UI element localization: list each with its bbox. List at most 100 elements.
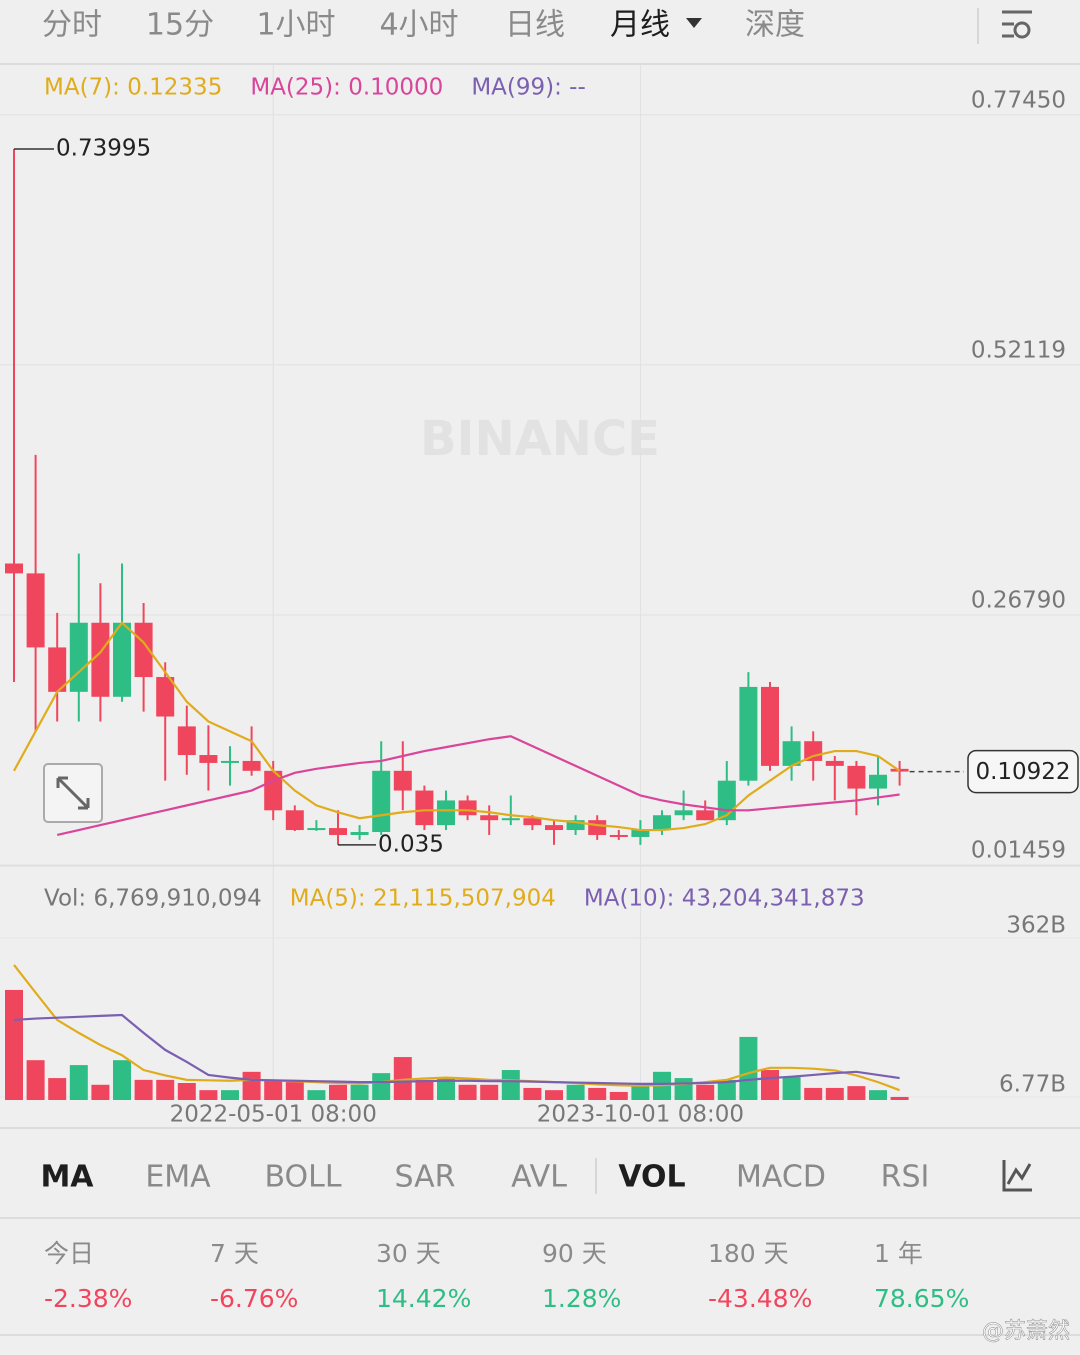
candle-body: [739, 686, 758, 781]
candle-body: [264, 770, 283, 811]
volume-bar: [242, 1071, 261, 1100]
candle-body: [26, 573, 45, 648]
current-price: 0.10922: [975, 759, 1070, 785]
indicator-tab[interactable]: RSI: [881, 1160, 930, 1195]
low-annotation: 0.035: [378, 831, 444, 857]
timeframe-tab[interactable]: 日线: [505, 8, 565, 43]
timeframe-tab[interactable]: 15分: [146, 8, 214, 43]
legend-entry: MA(5): 21,115,507,904: [290, 886, 556, 912]
candle-body: [437, 800, 455, 826]
candle-body: [782, 741, 801, 766]
candle-body: [869, 774, 887, 789]
candle-body: [307, 828, 326, 831]
indicator-tab[interactable]: EMA: [145, 1160, 211, 1195]
volume-bar: [696, 1084, 715, 1100]
volume-bar: [566, 1084, 585, 1100]
period-change: 1.28%: [542, 1284, 621, 1313]
volume-bar: [199, 1090, 218, 1100]
settings-icon[interactable]: [1002, 10, 1032, 39]
volume-bar: [393, 1057, 412, 1100]
volume-bar: [717, 1079, 736, 1100]
volume-bar: [372, 1073, 391, 1100]
candle-body: [48, 647, 67, 692]
volume-bar: [156, 1079, 175, 1100]
volume-bar: [26, 1060, 45, 1100]
candle-body: [847, 765, 866, 789]
indicator-settings-icon[interactable]: [1002, 1160, 1032, 1192]
indicator-tab[interactable]: BOLL: [264, 1160, 341, 1195]
candle-body: [134, 622, 153, 678]
volume-bar: [631, 1084, 650, 1100]
price-box: [967, 749, 1079, 794]
indicator-tab[interactable]: AVL: [511, 1160, 567, 1195]
volume-bar: [437, 1078, 455, 1100]
candle-body: [825, 760, 844, 766]
expand-button[interactable]: [43, 763, 103, 823]
volume-bar: [91, 1084, 110, 1100]
indicator-tab[interactable]: MACD: [736, 1160, 826, 1195]
volume-bar: [134, 1079, 153, 1100]
indicator-tab[interactable]: MA: [40, 1160, 94, 1195]
volume-bar: [501, 1070, 520, 1100]
watermark: BINANCE: [420, 411, 660, 467]
legend-entry: MA(7): 0.12335: [44, 75, 222, 101]
ma-line: [13, 621, 901, 832]
dropdown-arrow: [686, 18, 702, 28]
period-label: 1 年: [874, 1239, 923, 1268]
volume-bar: [890, 1096, 909, 1100]
candle-body: [156, 677, 175, 717]
indicator-tab[interactable]: SAR: [395, 1160, 456, 1195]
volume-bar: [113, 1060, 131, 1100]
high-annotation: 0.73995: [56, 135, 151, 161]
volume-bar: [69, 1065, 88, 1100]
volume-bar: [674, 1078, 693, 1100]
timeframe-tab[interactable]: 4小时: [379, 8, 458, 43]
y-tick-label: 0.77450: [971, 87, 1066, 113]
volume-bar: [588, 1087, 607, 1100]
volume-bar: [545, 1090, 563, 1100]
volume-bar: [782, 1077, 801, 1100]
volume-bar: [177, 1083, 196, 1100]
volume-bar: [221, 1090, 239, 1100]
volume-bar: [350, 1084, 369, 1100]
credit: @苏萧然: [982, 1319, 1070, 1344]
y-tick-label: 6.77B: [999, 1071, 1066, 1097]
candle-body: [761, 686, 779, 766]
indicator-tab[interactable]: VOL: [618, 1160, 685, 1195]
period-change: 78.65%: [874, 1284, 969, 1313]
timeframe-tab[interactable]: 月线: [610, 8, 670, 43]
timeframe-tab[interactable]: 深度: [745, 8, 805, 43]
candle-body: [393, 770, 412, 791]
volume-bar: [804, 1087, 823, 1100]
y-tick-label: 0.01459: [971, 838, 1066, 864]
volume-bar: [329, 1084, 347, 1100]
candle-body: [221, 760, 239, 763]
legend-entry: MA(10): 43,204,341,873: [584, 886, 865, 912]
legend-entry: MA(99): --: [471, 75, 585, 101]
volume-bar: [264, 1079, 283, 1100]
period-label: 30 天: [376, 1239, 441, 1268]
candle-body: [653, 815, 671, 831]
y-tick-label: 0.26790: [971, 587, 1066, 613]
period-change: 14.42%: [376, 1284, 471, 1313]
timeframe-tab[interactable]: 分时: [42, 8, 102, 43]
candle-body: [696, 810, 715, 821]
candle-body: [523, 818, 542, 826]
candle-body: [631, 830, 650, 837]
candle-body: [5, 563, 23, 574]
volume-bar: [523, 1087, 542, 1100]
timeframe-tab[interactable]: 1小时: [256, 8, 335, 43]
legend-entry: Vol: 6,769,910,094: [44, 886, 262, 912]
ma-line: [56, 735, 900, 837]
candle-body: [285, 810, 304, 831]
volume-ma-line: [13, 1013, 900, 1085]
volume-bar: [480, 1084, 499, 1100]
period-label: 90 天: [542, 1239, 607, 1268]
candle-body: [91, 622, 110, 697]
candle-body: [674, 810, 693, 816]
candle-body: [480, 815, 499, 821]
candle-body: [372, 770, 391, 833]
volume-bar: [458, 1084, 477, 1100]
